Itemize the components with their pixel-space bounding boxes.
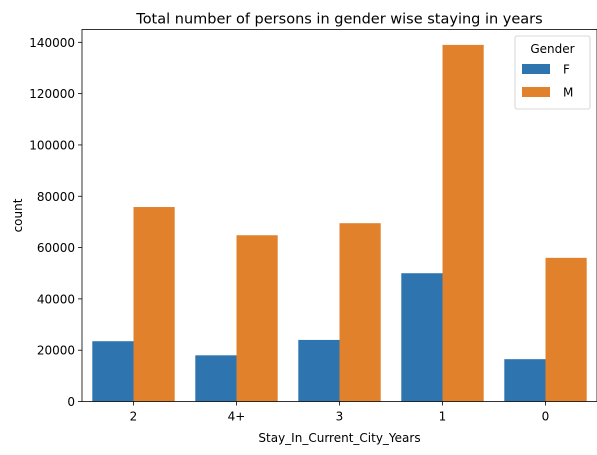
y-tick-label: 60000 [37,241,75,255]
x-tick-label: 3 [336,410,344,424]
bar-f-4plus [195,355,237,402]
y-tick-label: 100000 [29,138,75,152]
bars-group [92,44,587,402]
bar-m-3 [339,223,381,402]
x-tick-label: 2 [130,410,138,424]
legend-swatch-f [522,64,550,74]
y-tick-label: 140000 [29,36,75,50]
legend-title: Gender [530,42,574,56]
y-tick-label: 40000 [37,292,75,306]
legend: Gender F M [514,35,591,110]
chart-title: Total number of persons in gender wise s… [135,12,542,28]
y-axis-label: count [11,198,25,232]
x-axis: 2 4+ 3 1 0 [130,401,550,424]
bar-f-3 [298,339,340,402]
legend-swatch-m [522,87,550,97]
y-tick-label: 80000 [37,190,75,204]
bar-m-1 [442,44,484,402]
bar-f-1 [401,273,443,402]
bar-m-4plus [236,235,278,402]
y-axis: 0 20000 40000 60000 80000 100000 120000 140000 [29,36,82,409]
bar-f-2 [92,341,134,402]
plot-frame [81,29,597,402]
y-tick-label: 20000 [37,344,75,358]
y-tick-label: 0 [67,395,75,409]
x-tick-label: 4+ [228,410,246,424]
x-axis-label: Stay_In_Current_City_Years [258,431,420,445]
legend-label-f: F [563,63,570,77]
bar-f-0 [504,359,546,402]
y-tick-label: 120000 [29,87,75,101]
bar-m-0 [545,257,587,402]
bar-m-2 [133,207,175,402]
x-tick-label: 0 [542,410,550,424]
legend-label-m: M [563,86,573,100]
x-tick-label: 1 [439,410,447,424]
